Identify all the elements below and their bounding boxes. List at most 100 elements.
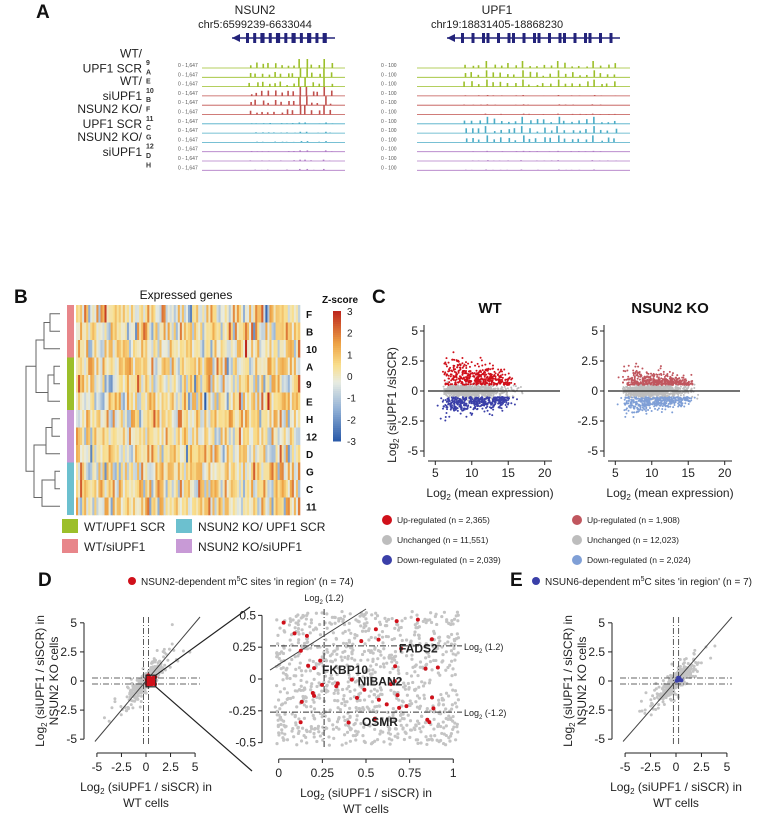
heatmap-row [76,340,301,358]
scatter-e-panel: NSUN6-dependent m5C sites 'in region' (n… [532,576,752,810]
colorbar-title: Z-score [322,295,359,306]
x-tick: -2.5 [111,760,132,774]
x-tick: 0 [673,760,680,774]
ma-legend-item: Up-regulated (n = 2,365) [382,515,490,525]
scatter-ylabel-line2: NSUN2 KO cells [47,637,61,726]
ma-ylabel: Log2 (siUPF1 /siSCR) [385,347,401,463]
group-label-line1: WT/ [120,74,143,88]
track-id-label: D [146,153,151,160]
track-scale-label: 0 - 100 [381,63,397,69]
zoom-xlabel: Log2 (siUPF1 / siSCR) in [300,786,432,802]
y-tick: 5 [598,616,605,630]
ma-legend-item: Unchanged (n = 11,551) [382,535,488,545]
colorbar-step [333,376,341,379]
legend-nsun6-sites: NSUN6-dependent m5C sites 'in region' (n… [545,576,752,588]
colorbar-step [333,436,341,440]
track-id-label: G [146,134,152,141]
heatmap-row [76,357,301,376]
ma-legend-item: Up-regulated (n = 1,908) [572,515,680,525]
colorbar-step [333,410,341,414]
heatmap-row [76,322,301,341]
legend-item: NSUN2 KO/ UPF1 SCR [176,519,326,534]
legend-label: Up-regulated (n = 2,365) [397,515,490,525]
zoom-box [145,674,157,688]
row-labels: FB 10 A 9 EH 12 DGC 11 [306,310,318,514]
colorbar-step [333,402,341,405]
x-tick: 2.5 [693,760,710,774]
y-tick: 5 [591,324,598,338]
legend-swatch [62,539,78,553]
track-scale-label: 0 - 100 [381,91,397,97]
x-tick: -2.5 [640,760,661,774]
x-tick: 5 [612,466,619,480]
gene-label-osmr: OSMR [362,715,398,729]
ma-plots-panel: Log2 (siUPF1 /siSCR) WT 5 10 15 20 5 2.5 0 -2.5 -5… [382,300,740,565]
legend-label: NSUN2 KO/ UPF1 SCR [198,520,326,534]
zoom-xlabel-line2: WT cells [343,802,389,816]
legend-nsun2-sites: NSUN2-dependent m5C sites 'in region' (n… [141,576,354,588]
y-tick: -2.5 [577,414,598,428]
x-tick: 10 [645,466,659,480]
x-tick: -5 [92,760,103,774]
group-label-line1: NSUN2 KO/ [77,130,142,144]
track-scale-label: 0 - 100 [381,110,397,116]
track-9: 9 0 - 1,647 0 - 100 [146,59,630,69]
colorbar-step [333,423,341,427]
colorbar-step [333,330,341,334]
colorbar-step [333,363,341,366]
colorbar-step [333,417,341,420]
colorbar-tick: -3 [347,437,356,448]
track-id-label: A [146,69,151,76]
legend-dot [382,535,392,545]
dendrogram-branch [51,418,60,437]
track-id-label: 9 [146,60,150,67]
y-tick: 5 [70,616,77,630]
track-id-label: C [146,125,151,132]
row-label: B [306,327,313,338]
colorbar-tick: 3 [347,307,353,318]
colorbar-step [333,438,341,442]
legend-dot [382,555,392,565]
zscore-colorbar: Z-score 3 2 1 0 -1 -2 -3 [322,295,359,448]
track-id-label: B [146,97,151,104]
row-label: F [306,310,312,321]
colorbar-step [333,352,341,355]
panel-label-c: C [372,287,386,308]
genome-tracks-panel: NSUN2 chr5:6599239-6633044 UPF1 chr19:18… [77,3,630,171]
track-10: 10 0 - 1,647 0 - 100 [146,86,630,97]
ma-plot-title: NSUN2 KO [631,300,709,317]
track-id-label: 10 [146,88,154,95]
track-group-3: NSUN2 KO/UPF1 SCR [77,102,142,131]
colorbar-step [333,341,341,344]
colorbar-tick: -2 [347,415,356,426]
group-label-line1: WT/ [120,46,143,60]
colorbar-step [333,334,341,338]
group-label-line2: UPF1 SCR [83,61,143,75]
gene-label-fkbp10: FKBP10 [322,663,368,677]
colorbar-tick: 1 [347,350,353,361]
scatter-xlabel: Log2 (siUPF1 / siSCR) in [80,780,212,796]
track-B: B 0 - 1,647 0 - 100 [146,96,630,106]
zoom-x-tick: 0.25 [311,766,335,780]
track-scale-label: 0 - 1,647 [178,72,198,78]
legend-label: Up-regulated (n = 1,908) [587,515,680,525]
colorbar-step [333,337,341,340]
track-scale-label: 0 - 1,647 [178,156,198,162]
x-tick: 5 [432,466,439,480]
gene-structure-nsun2 [232,33,335,43]
zoom-points [273,609,461,747]
y-tick: 2.5 [588,645,605,659]
legend-swatch [62,519,78,533]
row-label: 10 [306,345,318,356]
dendrogram-branch [54,470,60,490]
y-tick: 5 [411,324,418,338]
track-A: A 0 - 1,647 0 - 100 [146,68,630,78]
colorbar-step [333,332,341,336]
zoom-x-tick: 0.75 [398,766,422,780]
dendrogram [25,313,60,507]
colorbar-tick: 0 [347,372,353,383]
colorbar-step [333,358,341,362]
row-label: A [306,362,313,373]
zoom-y-tick: -0.25 [229,704,257,718]
colorbar-step [333,360,341,364]
